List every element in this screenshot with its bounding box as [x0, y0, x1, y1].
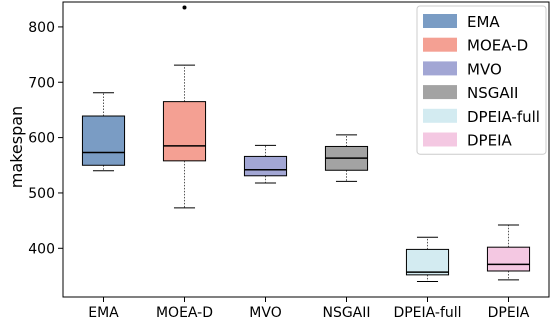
legend-swatch	[423, 108, 457, 123]
legend-swatch	[423, 14, 457, 28]
legend-swatch	[423, 37, 457, 52]
legend-label: DPEIA	[467, 132, 512, 150]
x-tick-label: MOEA-D	[156, 305, 213, 321]
x-tick-label: NSGAII	[322, 305, 370, 321]
y-axis-label: makespan	[7, 106, 26, 188]
legend-swatch	[423, 61, 457, 76]
x-tick-label: DPEIA-full	[393, 305, 461, 321]
box-mvo	[243, 144, 288, 184]
box-dpeia	[486, 224, 531, 281]
legend-label: NSGAII	[467, 84, 518, 102]
box-ema	[81, 92, 126, 172]
iqr-box	[243, 155, 288, 177]
legend-swatch	[423, 132, 457, 147]
box-dpeia-full	[405, 236, 450, 283]
y-tick-label: 600	[28, 131, 55, 147]
legend-swatch	[423, 85, 457, 100]
y-tick-label: 400	[28, 241, 55, 257]
legend-label: MVO	[467, 60, 502, 78]
axes-frame	[62, 1, 550, 298]
iqr-box	[405, 248, 450, 276]
legend-label: DPEIA-full	[467, 108, 540, 126]
iqr-box	[162, 101, 207, 162]
x-tick-label: DPEIA	[488, 305, 530, 321]
y-tick-label: 800	[28, 20, 55, 36]
legend-label: MOEA-D	[467, 37, 528, 55]
plot-area: 400 500 600 700 800 EMA MOEA-D MVO NSGAII DPEIA-f…	[28, 1, 550, 321]
y-tick-label: 700	[28, 75, 55, 91]
legend: EMA MOEA-D MVO NSGAII DPEIA-full DPEIA	[416, 5, 547, 155]
iqr-box	[486, 246, 531, 272]
legend-label: EMA	[467, 13, 500, 31]
box-nsgaii	[324, 134, 369, 182]
box-moea-d	[162, 5, 207, 209]
x-tick-label: EMA	[88, 305, 119, 321]
iqr-box	[81, 115, 126, 166]
y-tick-label: 500	[28, 186, 55, 202]
x-tick-label: MVO	[249, 305, 281, 321]
outlier-point	[182, 5, 187, 10]
